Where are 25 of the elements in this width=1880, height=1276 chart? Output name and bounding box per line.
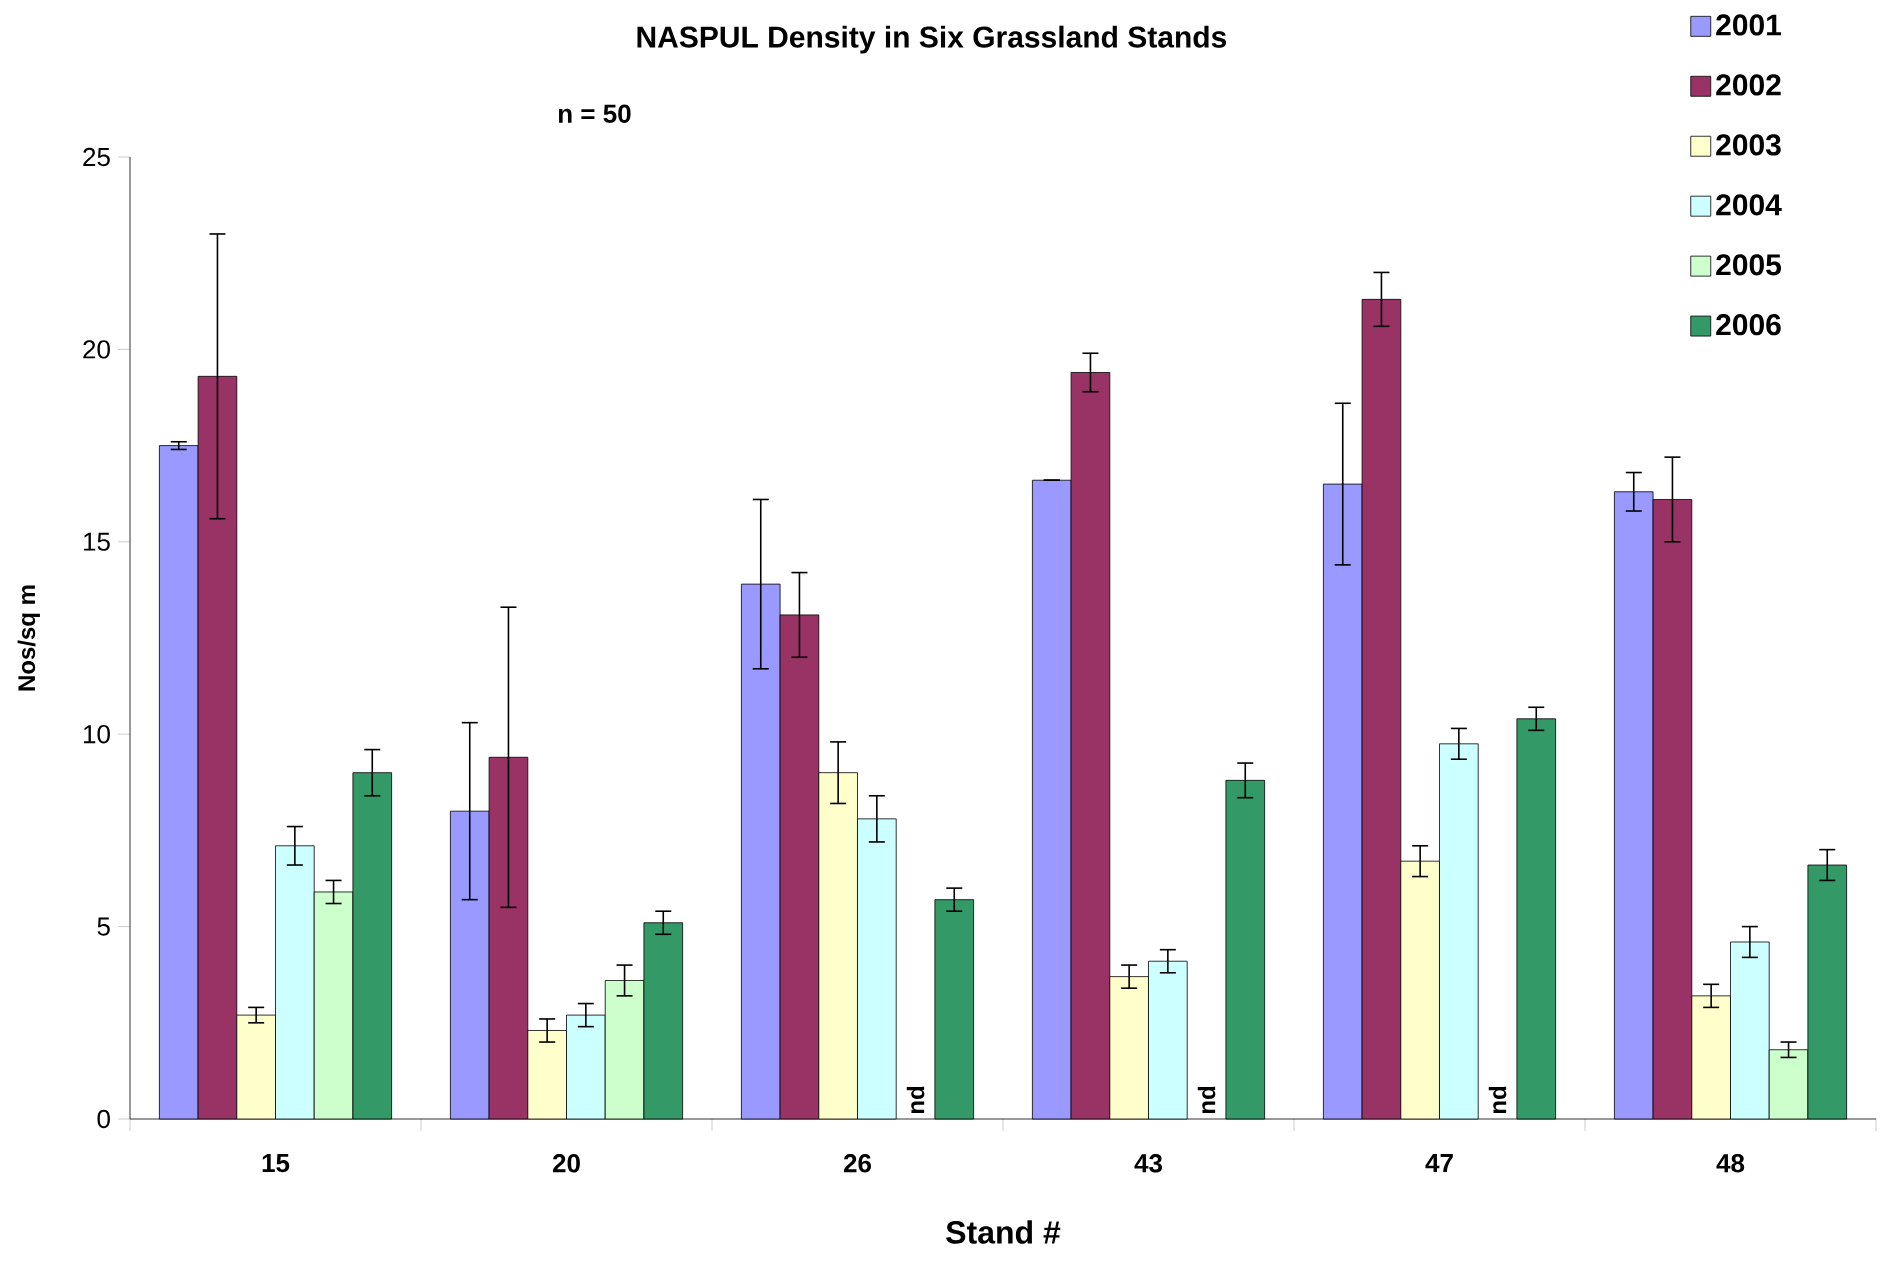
annotation: nd: [906, 1086, 925, 1114]
legend-label: 2005: [1716, 254, 1782, 276]
legend-label: 2001: [1716, 14, 1782, 36]
x-axis-title: Stand #: [946, 1220, 1061, 1244]
chart-title: NASPUL Density in Six Grassland Stands: [637, 25, 1227, 54]
legend-label: 2004: [1716, 194, 1782, 216]
legend-label: 2003: [1716, 134, 1781, 156]
y-tick-label: 10: [83, 724, 110, 744]
x-tick-label: 20: [552, 1154, 580, 1173]
x-tick-label: 15: [262, 1154, 290, 1173]
y-tick-label: 25: [83, 147, 110, 167]
x-tick-label: 47: [1425, 1154, 1453, 1172]
x-tick-label: 26: [843, 1154, 872, 1173]
y-tick-label: 5: [97, 917, 110, 936]
y-tick-label: 20: [83, 340, 110, 359]
y-tick-label: 15: [83, 532, 110, 551]
annotation: nd: [1197, 1086, 1216, 1114]
chart-subtitle: n = 50: [558, 104, 631, 123]
legend-label: 2002: [1716, 74, 1781, 96]
legend-label: 2006: [1716, 314, 1781, 336]
annotation: nd: [1488, 1086, 1507, 1114]
x-tick-label: 48: [1716, 1154, 1745, 1173]
x-tick-label: 43: [1134, 1154, 1163, 1173]
y-tick-label: 0: [97, 1109, 110, 1129]
y-axis-title: Nos/sq m: [17, 585, 40, 691]
